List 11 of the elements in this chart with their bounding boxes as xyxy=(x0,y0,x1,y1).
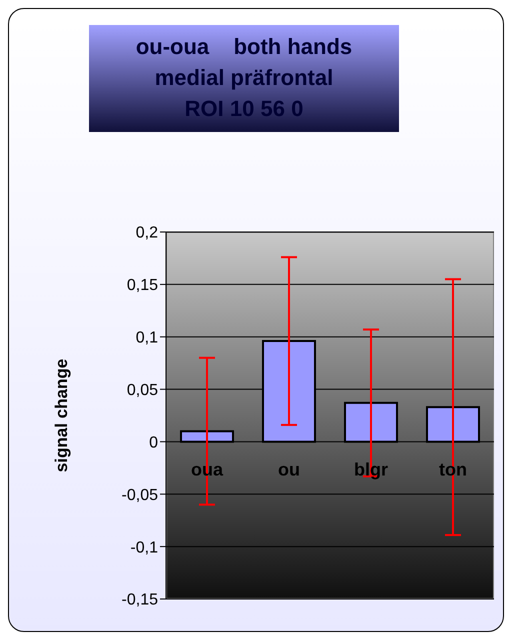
chart-title: ou-oua both hands medial präfrontal ROI 10 56 0 xyxy=(89,25,399,132)
y-tick-label: 0,15 xyxy=(126,277,158,294)
y-tick-label: 0 xyxy=(149,434,158,452)
y-tick-label: -0,1 xyxy=(130,539,158,556)
x-tick-label: ou xyxy=(278,460,300,480)
y-tick-label: -0,05 xyxy=(122,486,158,504)
y-axis-title: signal change xyxy=(52,358,72,472)
y-tick-label: 0,1 xyxy=(136,330,158,347)
y-tick-label: 0,2 xyxy=(136,224,158,242)
y-tick-label: 0,05 xyxy=(126,382,158,399)
y-tick-label: -0,15 xyxy=(122,592,158,609)
